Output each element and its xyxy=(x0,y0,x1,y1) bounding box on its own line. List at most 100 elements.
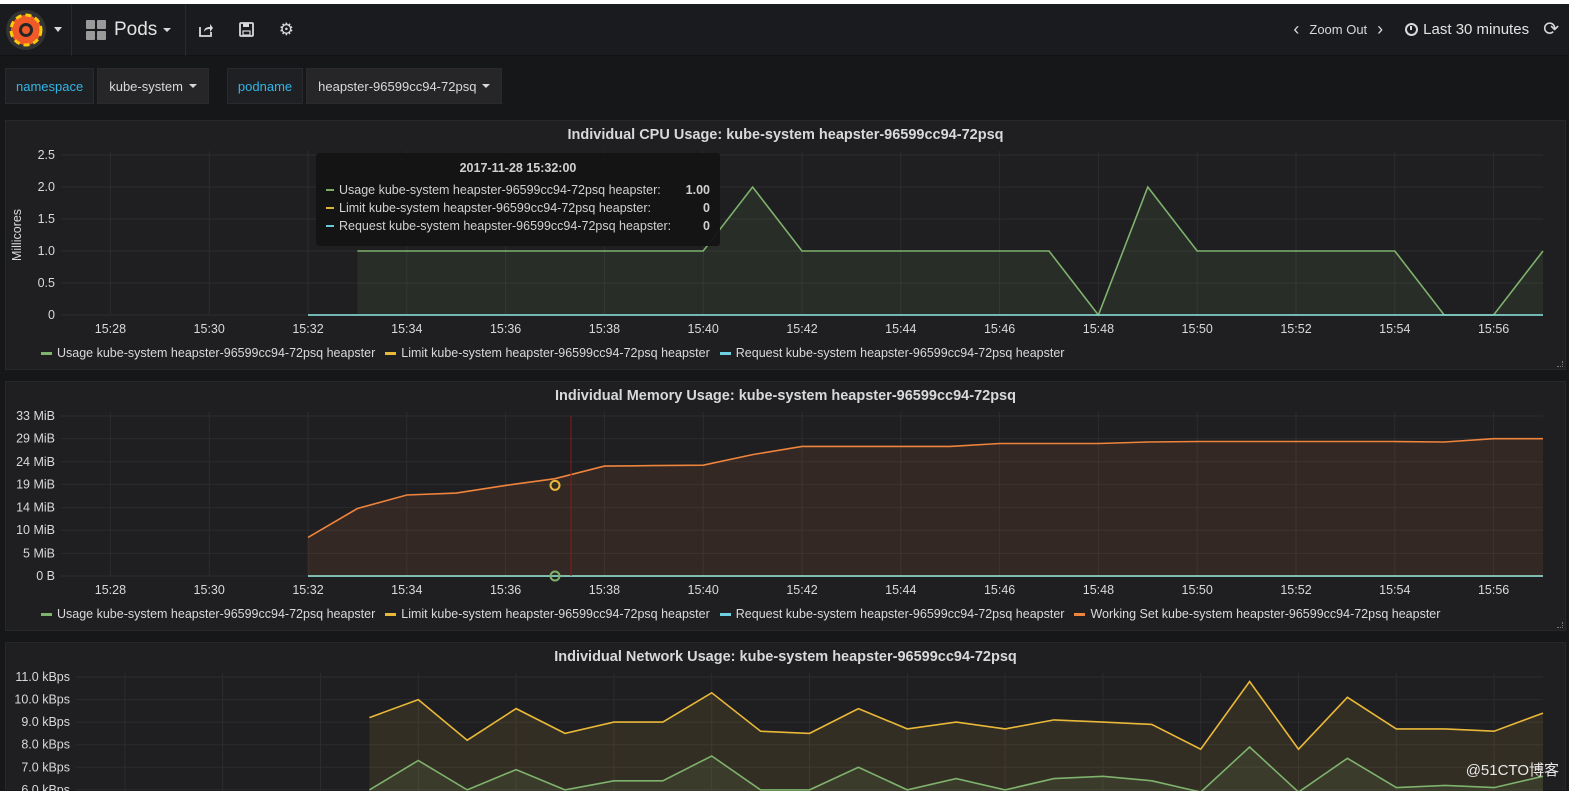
save-button[interactable] xyxy=(226,4,266,56)
x-tick-label: 15:52 xyxy=(1280,583,1311,597)
x-tick-label: 15:34 xyxy=(391,322,422,336)
legend-item[interactable]: Usage kube-system heapster-96599cc94-72p… xyxy=(41,607,375,621)
tooltip-row: Limit kube-system heapster-96599cc94-72p… xyxy=(326,199,710,217)
x-tick-label: 15:52 xyxy=(1280,322,1311,336)
y-tick-label: 9.0 kBps xyxy=(21,715,70,729)
y-tick-label: 8.0 kBps xyxy=(21,738,70,752)
legend-label: Request kube-system heapster-96599cc94-7… xyxy=(736,607,1065,621)
tooltip-series-name: Request kube-system heapster-96599cc94-7… xyxy=(339,219,703,233)
gear-icon: ⚙ xyxy=(279,20,294,40)
y-axis-label: Millicores xyxy=(10,209,24,261)
x-tick-label: 15:32 xyxy=(292,322,323,336)
chevron-down-icon xyxy=(482,84,490,88)
clock-icon xyxy=(1405,23,1418,36)
panel-resize-handle[interactable] xyxy=(1557,622,1563,628)
x-tick-label: 15:44 xyxy=(885,583,916,597)
legend-label: Limit kube-system heapster-96599cc94-72p… xyxy=(401,346,710,360)
dashboard-picker[interactable]: Pods xyxy=(72,4,186,56)
tooltip-time: 2017-11-28 15:32:00 xyxy=(326,161,710,175)
x-tick-label: 15:42 xyxy=(786,322,817,336)
share-button[interactable] xyxy=(186,4,226,56)
variable-label-namespace: namespace xyxy=(5,68,94,104)
x-tick-label: 15:38 xyxy=(589,322,620,336)
tooltip-series-name: Usage kube-system heapster-96599cc94-72p… xyxy=(339,183,686,197)
network-usage-panel[interactable]: Individual Network Usage: kube-system he… xyxy=(5,642,1566,790)
legend-item[interactable]: Working Set kube-system heapster-96599cc… xyxy=(1074,607,1440,621)
x-tick-label: 15:32 xyxy=(292,583,323,597)
panel-resize-handle[interactable] xyxy=(1557,361,1563,367)
x-tick-label: 15:28 xyxy=(95,322,126,336)
variable-value: kube-system xyxy=(109,79,183,94)
graph-tooltip: 2017-11-28 15:32:00 Usage kube-system he… xyxy=(316,153,720,246)
x-tick-label: 15:40 xyxy=(688,583,719,597)
share-icon xyxy=(198,22,214,38)
x-tick-label: 15:44 xyxy=(885,322,916,336)
chevron-down-icon xyxy=(189,84,197,88)
variable-label-podname: podname xyxy=(227,68,303,104)
x-tick-label: 15:38 xyxy=(589,583,620,597)
legend-item[interactable]: Limit kube-system heapster-96599cc94-72p… xyxy=(385,607,710,621)
x-tick-label: 15:56 xyxy=(1478,583,1509,597)
memory-usage-panel[interactable]: Individual Memory Usage: kube-system hea… xyxy=(5,381,1566,631)
y-tick-label: 19 MiB xyxy=(16,477,55,491)
x-tick-label: 15:40 xyxy=(688,322,719,336)
x-tick-label: 15:56 xyxy=(1478,322,1509,336)
tooltip-value: 1.00 xyxy=(686,183,710,197)
y-tick-label: 0 xyxy=(48,308,55,322)
y-tick-label: 0.5 xyxy=(38,276,55,290)
legend-label: Limit kube-system heapster-96599cc94-72p… xyxy=(401,607,710,621)
grafana-menu-button[interactable] xyxy=(0,4,72,56)
chart-legend: Usage kube-system heapster-96599cc94-72p… xyxy=(41,346,1074,360)
watermark: @51CTO博客 xyxy=(1466,759,1559,780)
legend-label: Usage kube-system heapster-96599cc94-72p… xyxy=(57,346,375,360)
variable-select-podname[interactable]: heapster-96599cc94-72psq xyxy=(306,68,502,104)
legend-item[interactable]: Request kube-system heapster-96599cc94-7… xyxy=(720,607,1065,621)
x-tick-label: 15:30 xyxy=(194,322,225,336)
grafana-logo-icon xyxy=(6,10,46,50)
legend-label: Request kube-system heapster-96599cc94-7… xyxy=(736,346,1065,360)
cpu-usage-panel[interactable]: Individual CPU Usage: kube-system heapst… xyxy=(5,120,1566,370)
time-range-picker[interactable]: Last 30 minutes xyxy=(1405,21,1529,38)
legend-item[interactable]: Request kube-system heapster-96599cc94-7… xyxy=(720,346,1065,360)
x-tick-label: 15:42 xyxy=(786,583,817,597)
y-tick-label: 1.5 xyxy=(38,212,55,226)
refresh-button[interactable]: ⟳ xyxy=(1543,18,1559,41)
x-tick-label: 15:50 xyxy=(1182,583,1213,597)
x-tick-label: 15:48 xyxy=(1083,583,1114,597)
x-tick-label: 15:28 xyxy=(95,583,126,597)
dashboard-grid-icon xyxy=(86,20,106,40)
time-back-button[interactable]: ‹ xyxy=(1283,19,1309,40)
time-forward-button[interactable]: › xyxy=(1367,19,1393,40)
variable-select-namespace[interactable]: kube-system xyxy=(97,68,209,104)
legend-item[interactable]: Limit kube-system heapster-96599cc94-72p… xyxy=(385,346,710,360)
x-tick-label: 15:54 xyxy=(1379,583,1410,597)
time-range-label: Last 30 minutes xyxy=(1423,21,1529,38)
legend-item[interactable]: Usage kube-system heapster-96599cc94-72p… xyxy=(41,346,375,360)
tooltip-row: Usage kube-system heapster-96599cc94-72p… xyxy=(326,181,710,199)
series-area xyxy=(308,439,1543,576)
settings-button[interactable]: ⚙ xyxy=(266,4,306,56)
tooltip-value: 0 xyxy=(703,201,710,215)
y-tick-label: 2.5 xyxy=(38,148,55,162)
chart-legend: Usage kube-system heapster-96599cc94-72p… xyxy=(41,607,1450,621)
x-tick-label: 15:30 xyxy=(194,583,225,597)
x-tick-label: 15:36 xyxy=(490,322,521,336)
variable-value: heapster-96599cc94-72psq xyxy=(318,79,476,94)
chevron-down-icon xyxy=(54,27,62,32)
y-tick-label: 10 MiB xyxy=(16,523,55,537)
y-tick-label: 14 MiB xyxy=(16,501,55,515)
x-tick-label: 15:50 xyxy=(1182,322,1213,336)
y-tick-label: 7.0 kBps xyxy=(21,760,70,774)
tooltip-value: 0 xyxy=(703,219,710,233)
legend-label: Working Set kube-system heapster-96599cc… xyxy=(1090,607,1440,621)
x-tick-label: 15:48 xyxy=(1083,322,1114,336)
x-tick-label: 15:36 xyxy=(490,583,521,597)
legend-label: Usage kube-system heapster-96599cc94-72p… xyxy=(57,607,375,621)
zoom-out-button[interactable]: Zoom Out xyxy=(1309,22,1367,37)
y-tick-label: 0 B xyxy=(36,569,55,583)
y-tick-label: 11.0 kBps xyxy=(15,670,70,684)
y-tick-label: 33 MiB xyxy=(16,409,55,423)
